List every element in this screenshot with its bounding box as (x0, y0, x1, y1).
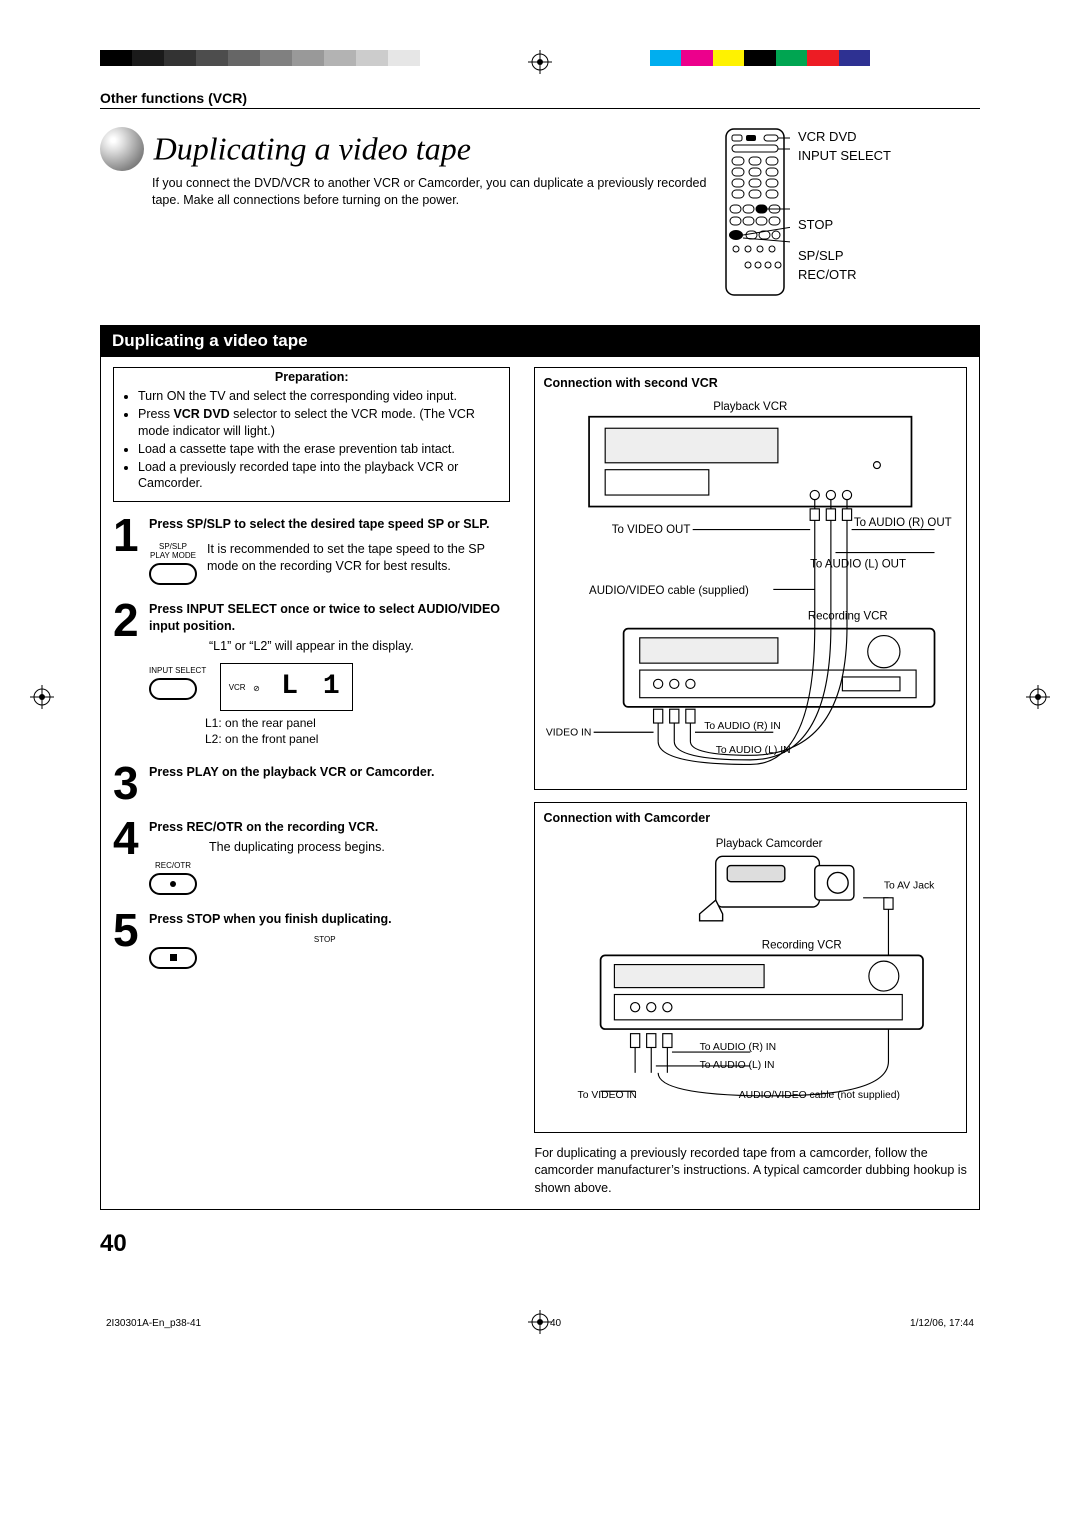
svg-text:To AUDIO (L) OUT: To AUDIO (L) OUT (811, 559, 907, 571)
prep-item: Turn ON the TV and select the correspond… (138, 388, 501, 405)
step-5: 5 Press STOP when you finish duplicating… (113, 911, 510, 969)
color-bar (650, 50, 870, 66)
conn-cam-title: Connection with Camcorder (543, 811, 958, 825)
remote-label: STOP (798, 217, 891, 234)
svg-text:To AUDIO (L) IN: To AUDIO (L) IN (700, 1060, 775, 1071)
panel-note: L1: on the rear panel (205, 715, 510, 731)
svg-text:To AUDIO (R) IN: To AUDIO (R) IN (700, 1042, 777, 1053)
svg-text:To VIDEO IN: To VIDEO IN (543, 728, 591, 739)
page-footer: 2I30301A-En_p38-41 40 1/12/06, 17:44 (100, 1318, 980, 1329)
step-text: Press PLAY on the playback VCR or Camcor… (149, 765, 435, 779)
content-columns: Preparation: Turn ON the TV and select t… (100, 357, 980, 1210)
button-icon: REC/OTR (149, 862, 197, 895)
grayscale-bar (100, 50, 420, 66)
svg-text:Playback Camcorder: Playback Camcorder (716, 838, 823, 850)
step-1: 1 Press SP/SLP to select the desired tap… (113, 516, 510, 584)
footer-date: 1/12/06, 17:44 (910, 1318, 974, 1329)
step-text: Press STOP when you finish duplicating. (149, 912, 392, 926)
registration-mark-icon (528, 1310, 552, 1337)
section-bar: Duplicating a video tape (100, 325, 980, 357)
step-4: 4 Press REC/OTR on the recording VCR. Th… (113, 819, 510, 896)
remote-illustration: VCR DVD INPUT SELECT STOP SP/SLP REC/OTR (720, 127, 980, 297)
step-detail: “L1” or “L2” will appear in the display. (209, 638, 510, 655)
svg-text:To AUDIO (L) IN: To AUDIO (L) IN (716, 745, 791, 756)
svg-text:To AUDIO (R) IN: To AUDIO (R) IN (705, 721, 782, 732)
page-number: 40 (100, 1230, 980, 1258)
step-3: 3 Press PLAY on the playback VCR or Camc… (113, 764, 510, 803)
svg-text:To AV Jack: To AV Jack (884, 881, 935, 892)
svg-text:Recording VCR: Recording VCR (762, 939, 842, 951)
remote-label: SP/SLP (798, 248, 891, 265)
registration-mark-icon (30, 685, 54, 712)
footer-file: 2I30301A-En_p38-41 (106, 1318, 201, 1329)
button-icon: INPUT SELECT (149, 667, 206, 700)
section-header: Other functions (VCR) (100, 90, 980, 109)
crop-marks-top (100, 50, 980, 80)
panel-note: L2: on the front panel (205, 731, 510, 747)
page-title: Duplicating a video tape (154, 131, 471, 167)
step-text: Press REC/OTR on the recording VCR. (149, 820, 378, 834)
svg-text:To VIDEO OUT: To VIDEO OUT (612, 524, 691, 536)
prep-item: Load a previously recorded tape into the… (138, 459, 501, 493)
connection-camcorder-box: Connection with Camcorder Playback Camco… (534, 802, 967, 1133)
camcorder-diagram: Playback Camcorder To AV Jack (543, 831, 958, 1119)
remote-label: REC/OTR (798, 267, 891, 284)
display-illustration: VCR ⊘ L 1 (220, 663, 353, 711)
conn-vcr-title: Connection with second VCR (543, 376, 958, 390)
svg-text:AUDIO/VIDEO cable (not supplie: AUDIO/VIDEO cable (not supplied) (739, 1090, 900, 1101)
remote-label: VCR DVD (798, 129, 891, 146)
remote-label: INPUT SELECT (798, 148, 891, 165)
svg-text:AUDIO/VIDEO cable (supplied): AUDIO/VIDEO cable (supplied) (589, 585, 749, 597)
intro-text: If you connect the DVD/VCR to another VC… (152, 175, 720, 209)
preparation-title: Preparation: (122, 370, 501, 384)
step-detail: It is recommended to set the tape speed … (207, 541, 510, 575)
step-2: 2 Press INPUT SELECT once or twice to se… (113, 601, 510, 748)
svg-text:Recording VCR: Recording VCR (808, 610, 888, 622)
step-text: Press INPUT SELECT once or twice to sele… (149, 602, 500, 633)
vcr-diagram: Playback VCR (543, 396, 958, 776)
camcorder-note: For duplicating a previously recorded ta… (534, 1145, 967, 1198)
step-text: Press SP/SLP to select the desired tape … (149, 517, 489, 531)
step-detail: The duplicating process begins. (209, 839, 510, 856)
button-icon: STOP (149, 936, 500, 969)
manual-page: Other functions (VCR) Duplicating a vide… (0, 0, 1080, 1369)
preparation-box: Preparation: Turn ON the TV and select t… (113, 367, 510, 502)
prep-item: Load a cassette tape with the erase prev… (138, 441, 501, 458)
prep-item: Press VCR DVD selector to select the VCR… (138, 406, 501, 440)
svg-text:To AUDIO (R) OUT: To AUDIO (R) OUT (854, 517, 952, 529)
button-icon: SP/SLPPLAY MODE (149, 543, 197, 585)
connection-vcr-box: Connection with second VCR Playback VCR (534, 367, 967, 790)
sphere-icon (100, 127, 144, 171)
registration-mark-icon (1026, 685, 1050, 712)
title-row: Duplicating a video tape If you connect … (100, 127, 980, 297)
registration-mark-icon (528, 50, 552, 77)
svg-text:Playback VCR: Playback VCR (714, 401, 788, 413)
